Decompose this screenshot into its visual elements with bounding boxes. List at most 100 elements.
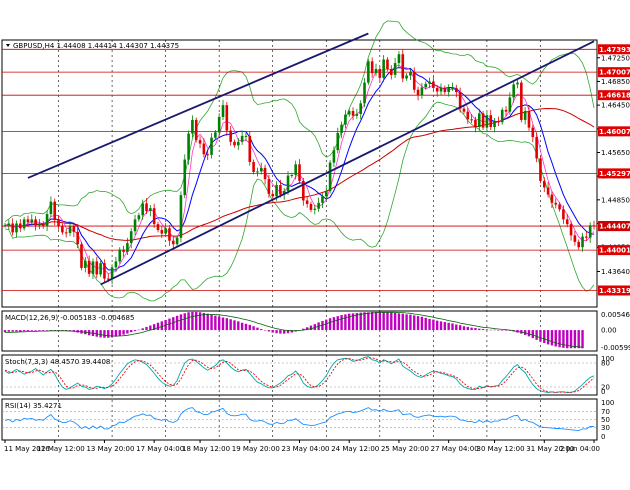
candle-body-99 [382, 59, 385, 78]
macd-histogram-bar-148 [569, 330, 573, 349]
candle-body-64 [248, 135, 252, 162]
macd-histogram-bar-12 [49, 330, 53, 331]
macd-histogram-bar-51 [198, 312, 202, 331]
macd-histogram-bar-56 [217, 316, 221, 331]
price-tick-label: 1.45650 [601, 149, 630, 157]
candle-body-63 [244, 135, 248, 137]
candle-body-130 [500, 109, 504, 123]
candle-body-69 [267, 179, 271, 194]
date-tick-label: 31 May 20:00 [526, 445, 574, 453]
candle-body-44 [171, 240, 175, 245]
candle-body-80 [309, 203, 313, 210]
current-price-label: 1.44407 [599, 223, 630, 231]
macd-histogram-bar-81 [313, 324, 316, 331]
candle-body-110 [424, 83, 428, 88]
candle-body-48 [187, 133, 190, 160]
candle-body-98 [378, 69, 382, 78]
macd-histogram-bar-62 [240, 322, 244, 331]
macd-histogram-bar-25 [99, 330, 102, 338]
macd-histogram-bar-86 [332, 317, 336, 331]
candle-body-51 [198, 140, 202, 144]
macd-histogram-bar-129 [497, 330, 500, 331]
macd-histogram-bar-119 [458, 325, 462, 331]
candle-body-132 [508, 97, 512, 112]
macd-histogram-bar-24 [95, 330, 98, 337]
macd-histogram-bar-139 [535, 330, 538, 340]
macd-histogram-bar-33 [130, 330, 133, 333]
candle-body-127 [489, 115, 493, 128]
candle-body-151 [581, 236, 584, 248]
macd-histogram-bar-149 [573, 330, 577, 349]
candle-body-113 [435, 87, 439, 92]
macd-histogram-bar-116 [447, 322, 450, 331]
date-tick-label: 23 May 04:00 [282, 445, 330, 453]
date-tick-label: 13 May 20:00 [86, 445, 134, 453]
candle-body-55 [214, 132, 217, 138]
macd-histogram-bar-147 [566, 330, 569, 349]
macd-histogram-bar-53 [206, 313, 209, 331]
candle-body-65 [252, 161, 255, 173]
macd-histogram-bar-102 [393, 312, 397, 331]
candle-body-72 [279, 185, 282, 195]
level-tag-label: 1.45297 [599, 170, 630, 178]
macd-histogram-bar-101 [390, 312, 393, 331]
macd-histogram-bar-128 [493, 329, 496, 331]
macd-histogram-bar-84 [325, 319, 328, 331]
macd-histogram-bar-122 [470, 327, 473, 331]
candle-body-102 [393, 63, 397, 75]
candle-body-16 [64, 232, 68, 234]
candle-body-108 [416, 89, 420, 96]
macd-histogram-bar-27 [107, 330, 110, 338]
candle-body-121 [466, 111, 470, 120]
candle-body-126 [485, 115, 489, 128]
macd-histogram-bar-107 [413, 315, 416, 331]
macd-histogram-bar-29 [114, 330, 118, 337]
price-tick-label: 1.47250 [601, 54, 630, 62]
price-tick-label: 1.44850 [601, 196, 630, 204]
stoch-tick-label: 20 [601, 384, 610, 392]
macd-histogram-bar-37 [145, 326, 148, 331]
candle-body-137 [527, 111, 531, 128]
macd-histogram-bar-99 [382, 312, 385, 331]
candle-body-134 [516, 82, 519, 85]
macd-histogram-bar-57 [221, 317, 225, 331]
candle-body-1 [7, 223, 11, 226]
macd-histogram-bar-98 [378, 311, 382, 331]
candle-body-107 [412, 72, 416, 90]
candle-body-60 [233, 141, 236, 146]
macd-histogram-bar-95 [367, 312, 370, 331]
macd-histogram-bar-96 [370, 311, 374, 331]
candle-body-104 [401, 54, 405, 79]
candle-body-29 [114, 261, 118, 268]
candle-body-79 [305, 200, 309, 204]
macd-histogram-bar-71 [275, 330, 278, 334]
candle-body-10 [41, 223, 45, 227]
macd-histogram-bar-3 [15, 330, 18, 332]
macd-histogram-bar-123 [474, 327, 477, 331]
candle-body-125 [481, 113, 485, 128]
date-tick-label: 25 May 20:00 [381, 445, 429, 453]
candle-body-101 [389, 69, 393, 75]
level-tag-1 [598, 67, 630, 78]
candle-body-136 [523, 111, 527, 120]
candle-body-142 [546, 187, 550, 195]
macd-histogram-bar-65 [252, 326, 255, 331]
candle-body-37 [145, 203, 148, 212]
macd-histogram-bar-145 [558, 330, 561, 348]
candle-body-24 [95, 261, 99, 275]
macd-histogram-bar-60 [233, 320, 236, 331]
candle-body-87 [336, 132, 340, 151]
level-tag-6 [598, 245, 630, 256]
date-tick-label: 24 May 12:00 [331, 445, 379, 453]
macd-histogram-bar-7 [30, 330, 33, 331]
candle-body-75 [290, 174, 294, 176]
macd-histogram-bar-89 [344, 314, 347, 331]
candle-body-45 [175, 237, 179, 245]
candle-body-119 [458, 92, 462, 109]
candle-body-123 [474, 119, 477, 128]
candle-body-32 [126, 243, 129, 252]
date-tick-label: 27 May 04:00 [431, 445, 479, 453]
stoch-tick-label: 80 [601, 360, 610, 368]
candle-body-129 [497, 121, 500, 123]
